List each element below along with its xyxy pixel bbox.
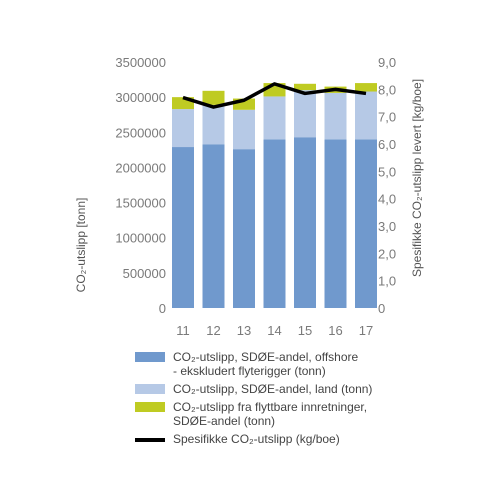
line-series: [182, 82, 367, 109]
legend-item-4: Spesifikke CO₂-utslipp (kg/boe): [135, 432, 435, 446]
x-axis-ticks: 11 12 13 14 15 16 17: [176, 323, 373, 338]
bar-segment-3-15: [294, 83, 316, 91]
legend-label: CO₂-utslipp fra flyttbare innretninger, …: [173, 400, 368, 428]
bar-segment-3-17: [355, 83, 377, 92]
x-tick-label: 12: [206, 323, 220, 338]
bar-segment-2-12: [202, 104, 225, 145]
y2-tick-label: 8,0: [378, 82, 396, 97]
bar-segment-1-12: [202, 144, 225, 308]
bars: [172, 83, 377, 308]
legend: CO₂-utslipp, SDØE-andel, offshore - eksk…: [135, 350, 435, 450]
bar-segment-1-14: [263, 139, 286, 308]
y-tick-label: 500000: [123, 266, 166, 281]
legend-swatch: [135, 402, 165, 412]
y-tick-label: 2500000: [115, 125, 166, 140]
legend-label: Spesifikke CO₂-utslipp (kg/boe): [173, 432, 340, 446]
y2-tick-label: 9,0: [378, 55, 396, 70]
legend-swatch: [135, 352, 165, 362]
y-tick-label: 0: [159, 301, 166, 316]
y-tick-label: 3000000: [115, 90, 166, 105]
y2-tick-label: 1,0: [378, 274, 396, 289]
bar-segment-2-13: [233, 109, 255, 150]
y-tick-label: 2000000: [115, 160, 166, 175]
x-tick-label: 14: [267, 323, 281, 338]
legend-item-1: CO₂-utslipp, SDØE-andel, offshore - eksk…: [135, 350, 435, 378]
y2-tick-label: 5,0: [378, 164, 396, 179]
bar-segment-2-17: [355, 91, 377, 140]
bar-segment-1-15: [294, 137, 316, 308]
y-tick-label: 1500000: [115, 196, 166, 211]
x-tick-label: 15: [298, 323, 312, 338]
y2-tick-label: 4,0: [378, 192, 396, 207]
bar-segment-3-13: [233, 98, 255, 110]
bar-segment-3-11: [172, 97, 194, 110]
y2-tick-label: 7,0: [378, 110, 396, 125]
y2-tick-label: 0: [378, 301, 385, 316]
bar-segment-2-14: [263, 96, 286, 140]
bar-segment-2-11: [172, 109, 194, 148]
bar-segment-2-16: [324, 92, 347, 140]
legend-item-3: CO₂-utslipp fra flyttbare innretninger, …: [135, 400, 435, 428]
legend-item-2: CO₂-utslipp, SDØE-andel, land (tonn): [135, 382, 435, 396]
legend-swatch: [135, 384, 165, 394]
line-series-1: [182, 82, 367, 109]
bar-segment-1-13: [233, 149, 255, 308]
x-tick-label: 17: [359, 323, 373, 338]
x-tick-label: 13: [237, 323, 251, 338]
y2-tick-label: 3,0: [378, 219, 396, 234]
legend-swatch: [135, 438, 165, 442]
legend-label: CO₂-utslipp, SDØE-andel, land (tonn): [173, 382, 373, 396]
y2-axis-title: Spesifikke CO₂-utslipp levert [kg/boe]: [410, 79, 424, 277]
bar-segment-1-17: [355, 139, 377, 308]
legend-label: CO₂-utslipp, SDØE-andel, offshore - eksk…: [173, 350, 359, 378]
left-axis-ticks: 0 500000 1000000 1500000 2000000 2500000 30000…: [115, 55, 166, 316]
y2-tick-label: 6,0: [378, 137, 396, 152]
y-tick-label: 3500000: [115, 55, 166, 70]
right-axis-ticks: 0 1,0 2,0 3,0 4,0 5,0 6,0 7,0 8,0 9,0: [378, 55, 396, 316]
x-tick-label: 11: [176, 323, 190, 338]
bar-segment-1-11: [172, 147, 194, 308]
x-tick-label: 16: [328, 323, 342, 338]
y-axis-title: CO₂-utslipp [tonn]: [74, 198, 88, 293]
bar-segment-3-12: [202, 90, 225, 105]
bar-segment-1-16: [324, 139, 347, 308]
bar-segment-2-15: [294, 90, 316, 138]
y-tick-label: 1000000: [115, 231, 166, 246]
y2-tick-label: 2,0: [378, 246, 396, 261]
